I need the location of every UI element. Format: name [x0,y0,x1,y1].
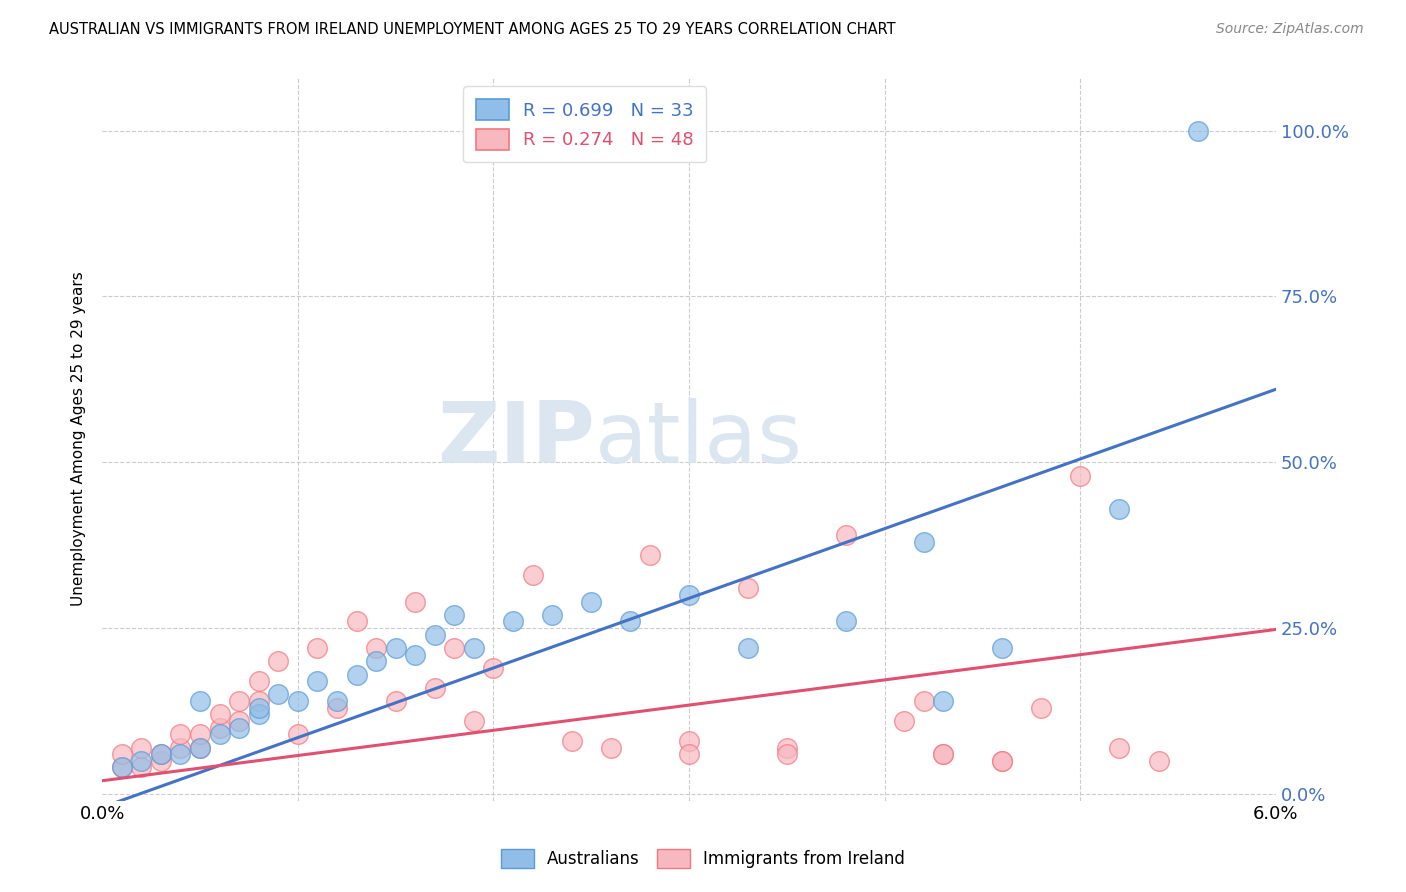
Point [188,740,211,755]
Point [287,694,309,708]
Text: Source: ZipAtlas.com: Source: ZipAtlas.com [1216,22,1364,37]
Point [169,747,191,761]
Point [678,734,700,748]
Legend: Australians, Immigrants from Ireland: Australians, Immigrants from Ireland [494,842,912,875]
Point [169,727,191,741]
Point [912,694,935,708]
Point [463,640,485,655]
Point [638,548,661,562]
Point [541,607,564,622]
Point [932,747,955,761]
Point [228,694,250,708]
Point [834,528,856,542]
Point [247,707,270,722]
Point [208,727,231,741]
Point [678,588,700,602]
Point [267,654,290,668]
Point [404,594,426,608]
Point [208,721,231,735]
Point [307,674,329,689]
Point [228,714,250,728]
Point [188,727,211,741]
Point [111,760,134,774]
Point [443,607,465,622]
Point [443,640,465,655]
Point [307,640,329,655]
Point [1069,468,1091,483]
Point [561,734,583,748]
Point [131,740,153,755]
Point [522,568,544,582]
Text: AUSTRALIAN VS IMMIGRANTS FROM IRELAND UNEMPLOYMENT AMONG AGES 25 TO 29 YEARS COR: AUSTRALIAN VS IMMIGRANTS FROM IRELAND UN… [49,22,896,37]
Point [776,740,799,755]
Point [423,681,446,695]
Point [228,721,250,735]
Point [1108,740,1130,755]
Point [893,714,915,728]
Point [346,667,368,681]
Point [932,747,955,761]
Point [326,694,349,708]
Point [776,747,799,761]
Point [149,754,172,768]
Point [991,754,1014,768]
Point [991,640,1014,655]
Point [346,615,368,629]
Point [208,707,231,722]
Point [737,640,759,655]
Point [247,700,270,714]
Point [384,694,406,708]
Point [581,594,603,608]
Point [326,700,349,714]
Point [169,740,191,755]
Point [131,760,153,774]
Point [404,648,426,662]
Point [1031,700,1053,714]
Point [287,727,309,741]
Point [1187,123,1209,137]
Legend: R = 0.699   N = 33, R = 0.274   N = 48: R = 0.699 N = 33, R = 0.274 N = 48 [464,87,706,162]
Point [188,694,211,708]
Y-axis label: Unemployment Among Ages 25 to 29 years: Unemployment Among Ages 25 to 29 years [72,272,86,607]
Point [619,615,641,629]
Point [384,640,406,655]
Text: atlas: atlas [595,398,803,481]
Point [111,760,134,774]
Point [1147,754,1170,768]
Text: ZIP: ZIP [437,398,595,481]
Point [912,534,935,549]
Point [131,754,153,768]
Point [991,754,1014,768]
Point [111,747,134,761]
Point [149,747,172,761]
Point [502,615,524,629]
Point [482,661,505,675]
Point [463,714,485,728]
Point [364,654,387,668]
Point [247,694,270,708]
Point [1108,501,1130,516]
Point [737,582,759,596]
Point [267,688,290,702]
Point [599,740,621,755]
Point [364,640,387,655]
Point [932,694,955,708]
Point [678,747,700,761]
Point [423,628,446,642]
Point [149,747,172,761]
Point [188,740,211,755]
Point [834,615,856,629]
Point [247,674,270,689]
